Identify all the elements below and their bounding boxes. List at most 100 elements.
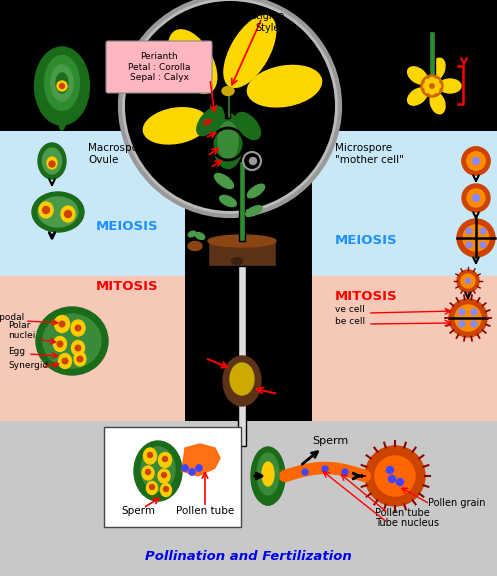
Circle shape <box>365 446 425 506</box>
Ellipse shape <box>38 197 78 227</box>
Ellipse shape <box>220 195 237 207</box>
Circle shape <box>423 84 428 89</box>
Circle shape <box>449 299 487 337</box>
Ellipse shape <box>223 356 261 406</box>
Circle shape <box>163 457 167 461</box>
Ellipse shape <box>134 441 182 501</box>
FancyBboxPatch shape <box>312 131 497 276</box>
Circle shape <box>466 228 472 234</box>
Circle shape <box>65 210 72 218</box>
FancyBboxPatch shape <box>0 131 185 276</box>
Circle shape <box>429 89 434 94</box>
FancyBboxPatch shape <box>226 93 229 118</box>
Ellipse shape <box>215 173 234 188</box>
Ellipse shape <box>408 88 427 105</box>
Ellipse shape <box>408 67 427 84</box>
Circle shape <box>389 476 396 483</box>
Ellipse shape <box>74 352 86 366</box>
Circle shape <box>429 78 434 82</box>
Ellipse shape <box>251 447 285 505</box>
Ellipse shape <box>142 466 154 480</box>
Text: MEIOSIS: MEIOSIS <box>95 219 158 233</box>
Text: Egg: Egg <box>8 347 25 356</box>
Circle shape <box>471 309 477 315</box>
Circle shape <box>466 242 472 248</box>
Text: MEIOSIS: MEIOSIS <box>335 234 398 248</box>
Ellipse shape <box>232 257 243 264</box>
Circle shape <box>189 469 195 475</box>
Circle shape <box>150 484 155 490</box>
Text: Antipodal: Antipodal <box>0 313 25 322</box>
Circle shape <box>249 157 256 165</box>
Circle shape <box>425 88 430 93</box>
Circle shape <box>43 207 50 214</box>
FancyBboxPatch shape <box>227 93 230 118</box>
FancyBboxPatch shape <box>104 427 241 527</box>
Circle shape <box>462 147 490 175</box>
Circle shape <box>148 453 153 457</box>
FancyBboxPatch shape <box>225 93 228 118</box>
Circle shape <box>162 472 166 478</box>
Ellipse shape <box>54 336 67 351</box>
Text: Perianth
Petal : Corolla
Sepal : Calyx: Perianth Petal : Corolla Sepal : Calyx <box>128 52 190 82</box>
Ellipse shape <box>56 73 68 93</box>
Ellipse shape <box>168 30 217 93</box>
Ellipse shape <box>439 79 461 93</box>
Ellipse shape <box>188 241 202 251</box>
Ellipse shape <box>158 469 170 483</box>
Circle shape <box>425 79 430 84</box>
FancyBboxPatch shape <box>312 276 497 421</box>
Circle shape <box>480 228 486 234</box>
FancyBboxPatch shape <box>238 246 246 446</box>
Ellipse shape <box>218 122 238 160</box>
Circle shape <box>62 358 68 364</box>
Ellipse shape <box>213 253 227 263</box>
Circle shape <box>467 152 485 170</box>
Circle shape <box>467 152 485 170</box>
Circle shape <box>49 161 55 167</box>
Ellipse shape <box>188 231 196 237</box>
Ellipse shape <box>47 157 57 169</box>
Text: Stigma
Style: Stigma Style <box>251 11 285 33</box>
Ellipse shape <box>230 363 254 395</box>
Text: Tube nucleus: Tube nucleus <box>375 518 439 528</box>
Text: Synergid: Synergid <box>8 361 48 370</box>
Ellipse shape <box>32 192 84 232</box>
Ellipse shape <box>147 482 158 495</box>
Ellipse shape <box>430 92 445 114</box>
Ellipse shape <box>71 320 85 336</box>
Ellipse shape <box>197 107 223 135</box>
Circle shape <box>57 341 63 347</box>
Circle shape <box>75 325 81 331</box>
Text: Microspore
"mother cell": Microspore "mother cell" <box>335 143 404 165</box>
Ellipse shape <box>59 354 72 369</box>
Circle shape <box>322 466 328 472</box>
Text: MITOSIS: MITOSIS <box>95 279 158 293</box>
Circle shape <box>302 469 308 475</box>
Ellipse shape <box>262 497 274 505</box>
Ellipse shape <box>248 66 322 107</box>
Circle shape <box>480 242 486 248</box>
Ellipse shape <box>213 113 243 169</box>
Ellipse shape <box>430 58 445 79</box>
Circle shape <box>471 321 477 327</box>
Circle shape <box>434 79 439 84</box>
Text: Pollen grain: Pollen grain <box>428 498 486 508</box>
Ellipse shape <box>257 453 279 495</box>
Text: Sperm: Sperm <box>121 506 155 516</box>
Ellipse shape <box>38 143 66 179</box>
Circle shape <box>77 356 83 362</box>
Ellipse shape <box>43 314 101 368</box>
Ellipse shape <box>262 462 274 486</box>
Ellipse shape <box>236 112 260 139</box>
Ellipse shape <box>421 75 443 97</box>
Ellipse shape <box>61 206 75 222</box>
Circle shape <box>120 0 340 216</box>
Circle shape <box>164 487 168 491</box>
Circle shape <box>473 158 479 164</box>
Circle shape <box>60 84 65 89</box>
FancyBboxPatch shape <box>429 31 435 86</box>
Ellipse shape <box>144 448 157 464</box>
Ellipse shape <box>72 340 84 355</box>
Ellipse shape <box>208 235 276 247</box>
